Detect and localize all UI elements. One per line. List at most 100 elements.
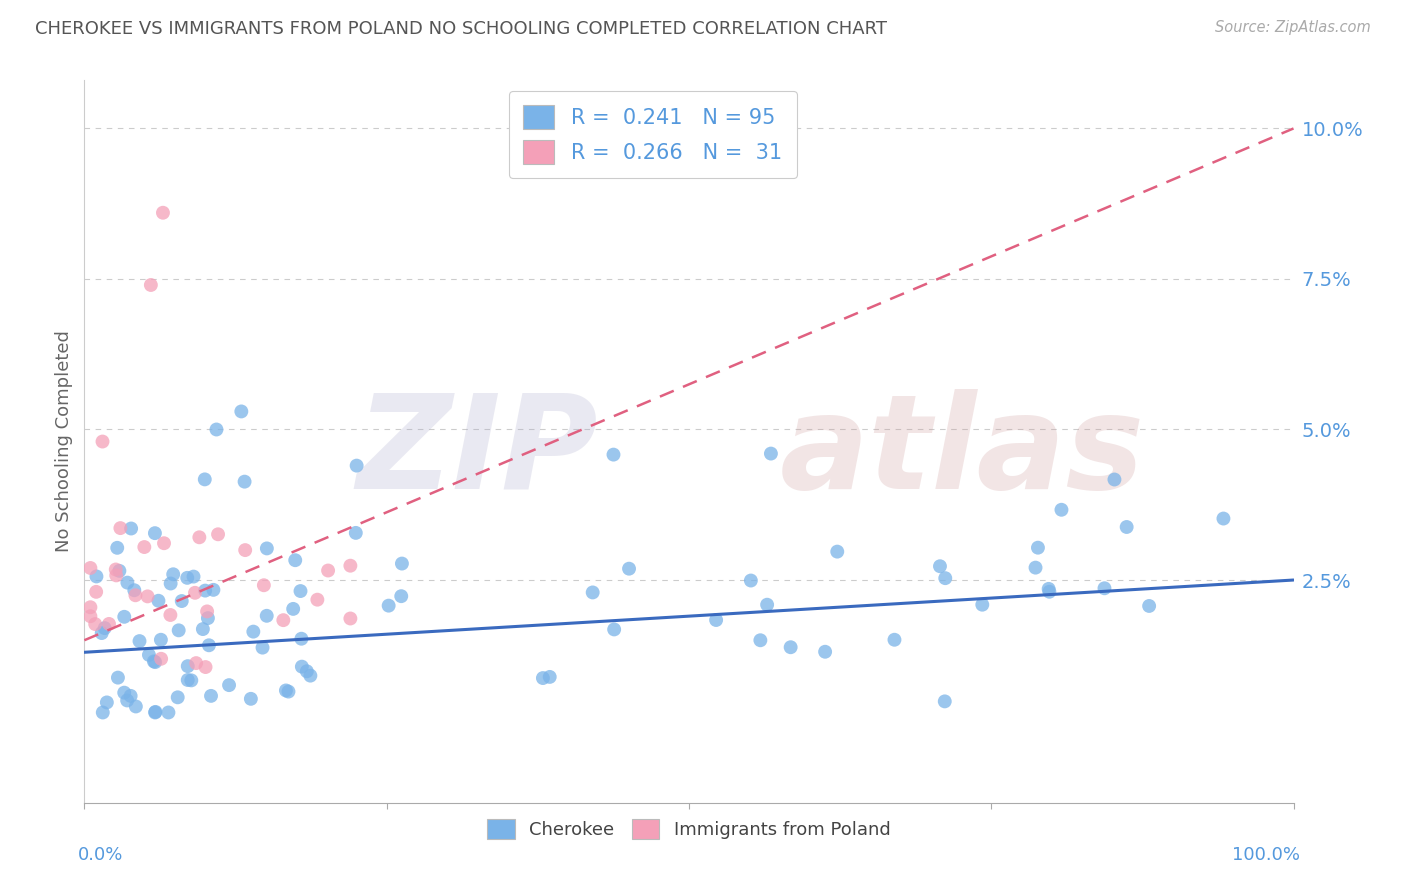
Point	[112, 686, 135, 700]
Point	[194, 472, 217, 486]
Point	[231, 404, 253, 418]
Point	[79, 609, 101, 624]
Point	[1137, 599, 1160, 613]
Point	[104, 562, 127, 576]
Text: ZIP: ZIP	[357, 389, 599, 516]
Point	[740, 574, 762, 588]
Point	[177, 673, 200, 687]
Point	[339, 611, 361, 625]
Point	[91, 434, 114, 449]
Point	[339, 558, 361, 573]
Point	[142, 654, 165, 668]
Point	[125, 699, 148, 714]
Point	[749, 633, 772, 648]
Point	[148, 593, 170, 607]
Point	[180, 673, 202, 688]
Text: CHEROKEE VS IMMIGRANTS FROM POLAND NO SCHOOLING COMPLETED CORRELATION CHART: CHEROKEE VS IMMIGRANTS FROM POLAND NO SC…	[35, 20, 887, 37]
Point	[277, 684, 299, 698]
Point	[346, 458, 368, 473]
Point	[253, 578, 276, 592]
Point	[186, 656, 208, 670]
Point	[617, 562, 640, 576]
Point	[242, 624, 264, 639]
Point	[197, 611, 219, 625]
Point	[283, 602, 305, 616]
Point	[207, 527, 229, 541]
Point	[779, 640, 801, 655]
Point	[176, 571, 198, 585]
Point	[1115, 520, 1137, 534]
Point	[307, 592, 329, 607]
Point	[124, 583, 146, 598]
Point	[284, 553, 307, 567]
Point	[582, 585, 605, 599]
Point	[117, 575, 139, 590]
Point	[107, 671, 129, 685]
Point	[184, 586, 207, 600]
Point	[602, 448, 624, 462]
Point	[316, 564, 339, 578]
Point	[377, 599, 399, 613]
Point	[91, 706, 114, 720]
Point	[1038, 584, 1060, 599]
Point	[205, 422, 228, 436]
Point	[157, 706, 180, 720]
Point	[143, 655, 166, 669]
Point	[704, 613, 727, 627]
Point	[202, 582, 225, 597]
Point	[159, 576, 181, 591]
Point	[143, 526, 166, 541]
Point	[98, 616, 121, 631]
Point	[162, 567, 184, 582]
Point	[194, 583, 217, 598]
Point	[756, 598, 779, 612]
Point	[195, 604, 218, 618]
Point	[273, 613, 295, 627]
Legend: Cherokee, Immigrants from Poland: Cherokee, Immigrants from Poland	[478, 810, 900, 848]
Point	[814, 645, 837, 659]
Point	[389, 589, 412, 603]
Point	[391, 557, 413, 571]
Point	[84, 584, 107, 599]
Point	[252, 640, 274, 655]
Point	[170, 594, 193, 608]
Point	[239, 691, 262, 706]
Point	[145, 705, 167, 719]
Point	[1038, 582, 1060, 596]
Point	[218, 678, 240, 692]
Point	[972, 598, 994, 612]
Point	[233, 475, 256, 489]
Point	[84, 617, 107, 632]
Point	[124, 588, 146, 602]
Point	[759, 446, 782, 460]
Point	[191, 622, 214, 636]
Point	[194, 660, 217, 674]
Point	[603, 623, 626, 637]
Point	[344, 525, 367, 540]
Point	[136, 590, 159, 604]
Point	[128, 634, 150, 648]
Text: Source: ZipAtlas.com: Source: ZipAtlas.com	[1215, 20, 1371, 35]
Point	[1050, 502, 1073, 516]
Point	[139, 277, 162, 292]
Point	[96, 695, 118, 709]
Point	[105, 568, 128, 582]
Point	[1212, 511, 1234, 525]
Point	[105, 541, 128, 555]
Point	[1094, 581, 1116, 595]
Point	[120, 689, 142, 703]
Point	[538, 670, 561, 684]
Point	[143, 706, 166, 720]
Point	[1025, 560, 1047, 574]
Text: 0.0%: 0.0%	[79, 847, 124, 864]
Point	[188, 530, 211, 544]
Point	[883, 632, 905, 647]
Point	[274, 683, 297, 698]
Point	[934, 571, 956, 585]
Point	[1026, 541, 1049, 555]
Point	[299, 668, 322, 682]
Point	[290, 632, 312, 646]
Text: 100.0%: 100.0%	[1232, 847, 1299, 864]
Point	[150, 652, 173, 666]
Point	[929, 559, 952, 574]
